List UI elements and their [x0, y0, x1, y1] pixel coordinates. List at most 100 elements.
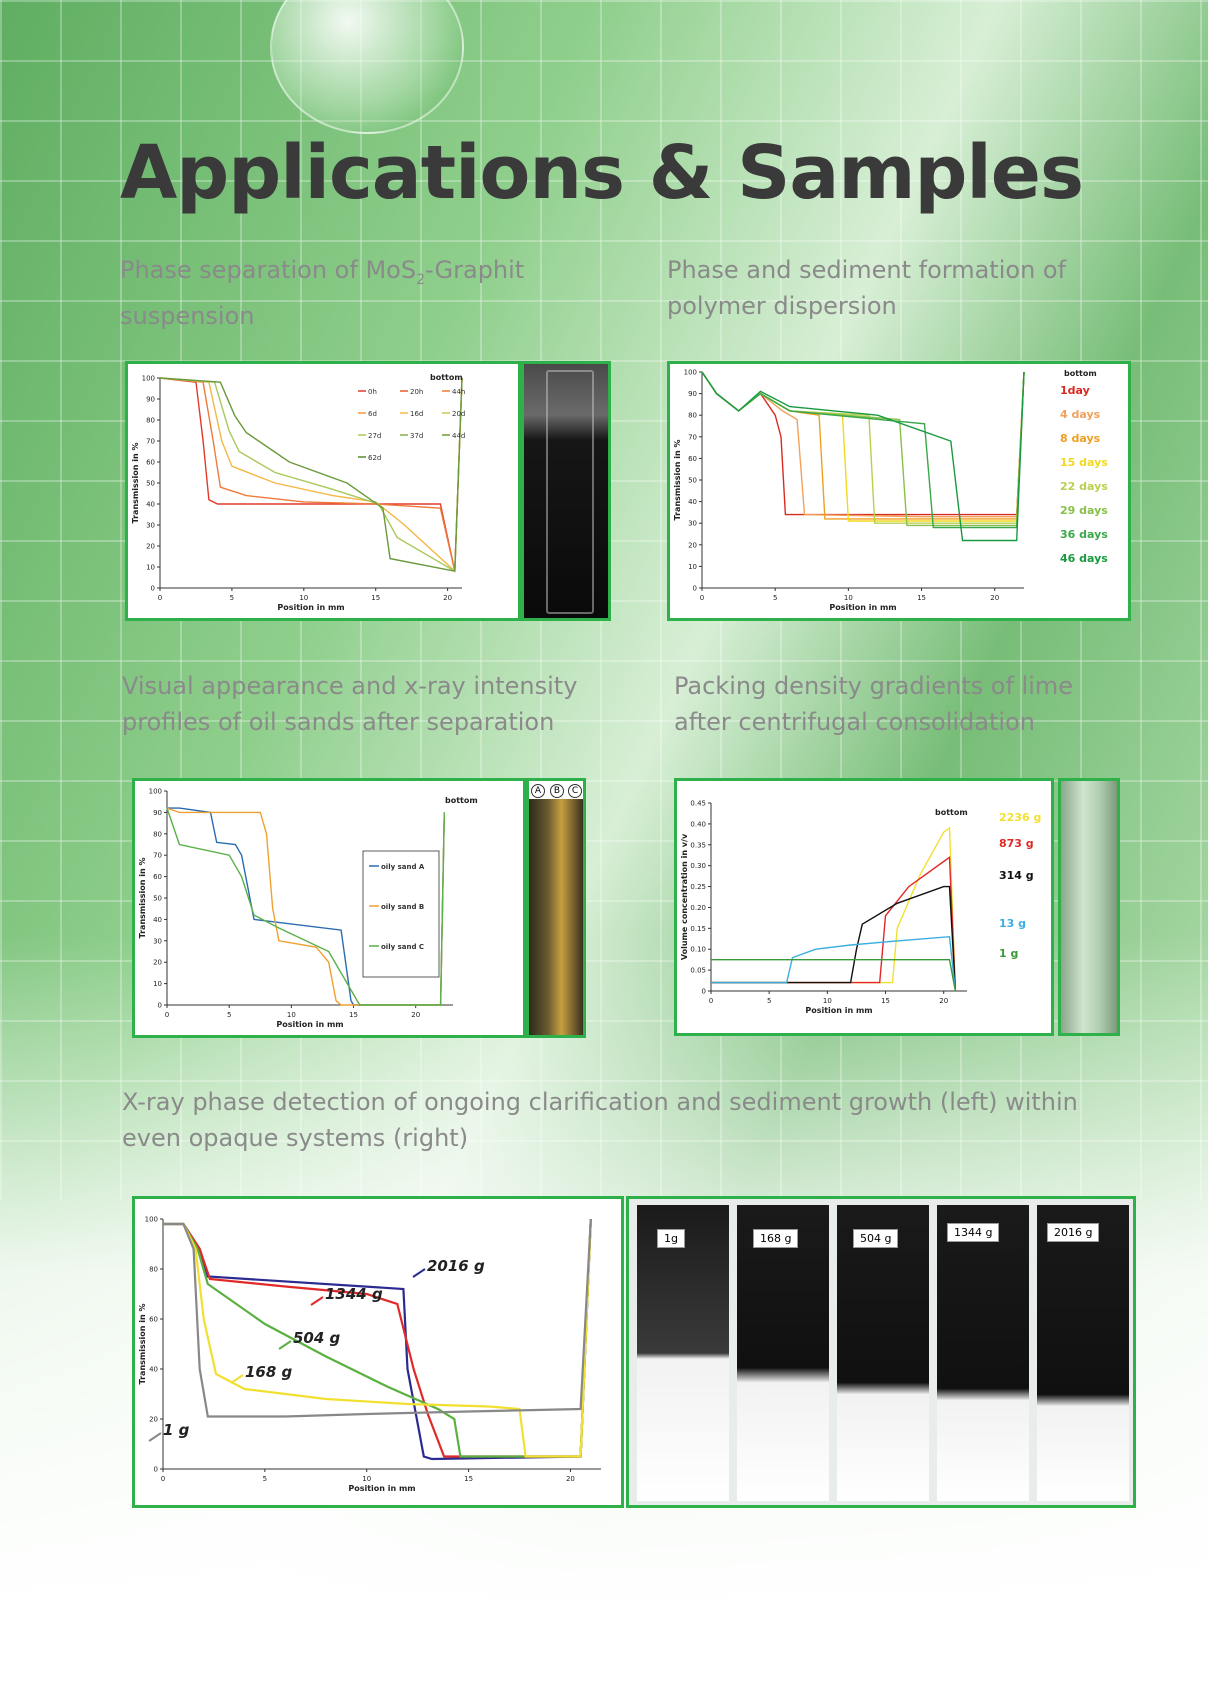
x-axis-label: Position in mm [829, 603, 896, 612]
y-tick-label: 50 [153, 895, 162, 903]
y-tick-label: 0 [693, 585, 697, 593]
legend-label: 44d [452, 432, 465, 440]
legend-box [362, 850, 440, 978]
y-tick-label: 0 [151, 585, 155, 593]
photo-lime-tube [1058, 778, 1120, 1036]
photo-xray-tubes: 1g 168 g 504 g 1344 g 2016 g [626, 1196, 1136, 1508]
y-tick-label: 80 [149, 1266, 158, 1274]
x-tick-label: 10 [362, 1475, 371, 1483]
x-axis-label: Position in mm [805, 1006, 872, 1015]
page-title: Applications & Samples [120, 130, 1084, 216]
x-tick-label: 20 [939, 997, 948, 1005]
series-line-6d [159, 377, 463, 572]
legend-label: 20d [452, 410, 465, 418]
y-tick-label: 40 [146, 501, 155, 509]
series-line-44d [159, 377, 463, 573]
heading-polymer: Phase and sediment formation of polymer … [667, 252, 1066, 324]
legend-label: 8 days [1060, 432, 1101, 445]
y-tick-label: 0.40 [690, 820, 706, 828]
x-tick-label: 15 [371, 594, 380, 602]
series-line-4-days [701, 371, 1025, 518]
x-axis-label: Position in mm [277, 603, 344, 612]
chart-mos2: 0 10 20 30 40 50 60 70 80 90 100 0 5 10 15 20 Position i… [131, 373, 465, 612]
legend-label: 29 days [1060, 504, 1108, 517]
y-tick-label: 10 [153, 980, 162, 988]
y-tick-label: 20 [146, 543, 155, 551]
series-label: 168 g [245, 1363, 293, 1381]
legend-label: 4 days [1060, 408, 1101, 421]
tube-168g: 168 g [737, 1205, 829, 1501]
legend-label: 36 days [1060, 528, 1108, 541]
tube-504g: 504 g [837, 1205, 929, 1501]
series-line-1day [701, 371, 1025, 516]
y-axis-label: Volume concentration in v/v [680, 833, 689, 960]
legend-label: 873 g [999, 837, 1034, 850]
x-tick-label: 20 [443, 594, 452, 602]
heading-mos2: Phase separation of MoS2-Graphit suspens… [120, 252, 524, 334]
x-tick-label: 20 [990, 594, 999, 602]
tube-1g-label: 1g [657, 1229, 685, 1248]
y-axis-label: Transmission in % [131, 443, 140, 524]
y-tick-label: 100 [684, 369, 697, 377]
x-tick-label: 0 [158, 594, 162, 602]
y-tick-label: 10 [146, 564, 155, 572]
heading-oilsand-line1: Visual appearance and x-ray intensity [122, 672, 578, 700]
y-tick-label: 30 [688, 520, 697, 528]
chart-panel-xray: 0 20 40 60 80 100 0 5 10 15 20 Position in mm Transm… [132, 1196, 624, 1508]
series-line-36-days [701, 371, 1025, 529]
series-line-873-g [711, 855, 957, 992]
y-tick-label: 40 [153, 916, 162, 924]
legend-label: oily sand B [381, 903, 424, 911]
chart-panel-lime: 0 0.05 0.10 0.15 0.20 0.25 0.30 0.35 0.40 0.45 0 5 1… [674, 778, 1054, 1036]
series-line-0h [159, 377, 463, 572]
y-tick-label: 60 [688, 455, 697, 463]
x-tick-label: 15 [881, 997, 890, 1005]
tube-504g-label: 504 g [853, 1229, 899, 1248]
y-tick-label: 100 [145, 1216, 158, 1224]
y-tick-label: 0.30 [690, 862, 706, 870]
series-arrow [230, 1374, 244, 1384]
series-line-1344-g [163, 1218, 592, 1458]
heading-xray-line2: even opaque systems (right) [122, 1124, 469, 1152]
tube-1344g-label: 1344 g [947, 1223, 1000, 1242]
y-tick-label: 0.35 [690, 841, 706, 849]
chart-polymer: 0 10 20 30 40 50 60 70 80 90 100 0 5 10 15 20 Position i… [673, 369, 1108, 613]
y-tick-label: 80 [153, 830, 162, 838]
legend-label: 22 days [1060, 480, 1108, 493]
series-line-1-g [711, 958, 957, 992]
y-tick-label: 60 [149, 1316, 158, 1324]
series-line-2236-g [711, 826, 957, 992]
x-tick-label: 0 [165, 1011, 169, 1019]
y-tick-label: 40 [688, 498, 697, 506]
y-tick-label: 0.15 [690, 925, 706, 933]
y-tick-label: 30 [146, 522, 155, 530]
series-arrow [278, 1340, 292, 1350]
series-label: 1 g [163, 1421, 190, 1439]
x-axis-label: Position in mm [348, 1484, 415, 1493]
series-line-314-g [711, 885, 957, 992]
x-tick-label: 5 [773, 594, 777, 602]
y-tick-label: 20 [149, 1416, 158, 1424]
series-arrow [310, 1296, 324, 1306]
y-axis-label: Transmission in % [673, 440, 682, 521]
x-tick-label: 15 [349, 1011, 358, 1019]
series-line-15-days [701, 371, 1025, 522]
y-tick-label: 0 [154, 1466, 158, 1474]
x-tick-label: 10 [299, 594, 308, 602]
y-tick-label: 80 [146, 417, 155, 425]
y-tick-label: 70 [688, 433, 697, 441]
x-tick-label: 20 [566, 1475, 575, 1483]
x-tick-label: 5 [767, 997, 771, 1005]
tube-1g: 1g [637, 1205, 729, 1501]
chart-panel-polymer: 0 10 20 30 40 50 60 70 80 90 100 0 5 10 15 20 Position i… [667, 361, 1131, 621]
heading-mos2-text-end: -Graphit [424, 256, 525, 284]
tube-2016g: 2016 g [1037, 1205, 1129, 1501]
x-tick-label: 0 [700, 594, 704, 602]
legend-label: 13 g [999, 917, 1026, 930]
series-label: 2016 g [427, 1257, 485, 1275]
legend-label: 314 g [999, 869, 1034, 882]
series-line-504-g [163, 1218, 592, 1458]
legend-label: 0h [368, 388, 377, 396]
heading-polymer-line2: polymer dispersion [667, 292, 897, 320]
x-tick-label: 20 [411, 1011, 420, 1019]
